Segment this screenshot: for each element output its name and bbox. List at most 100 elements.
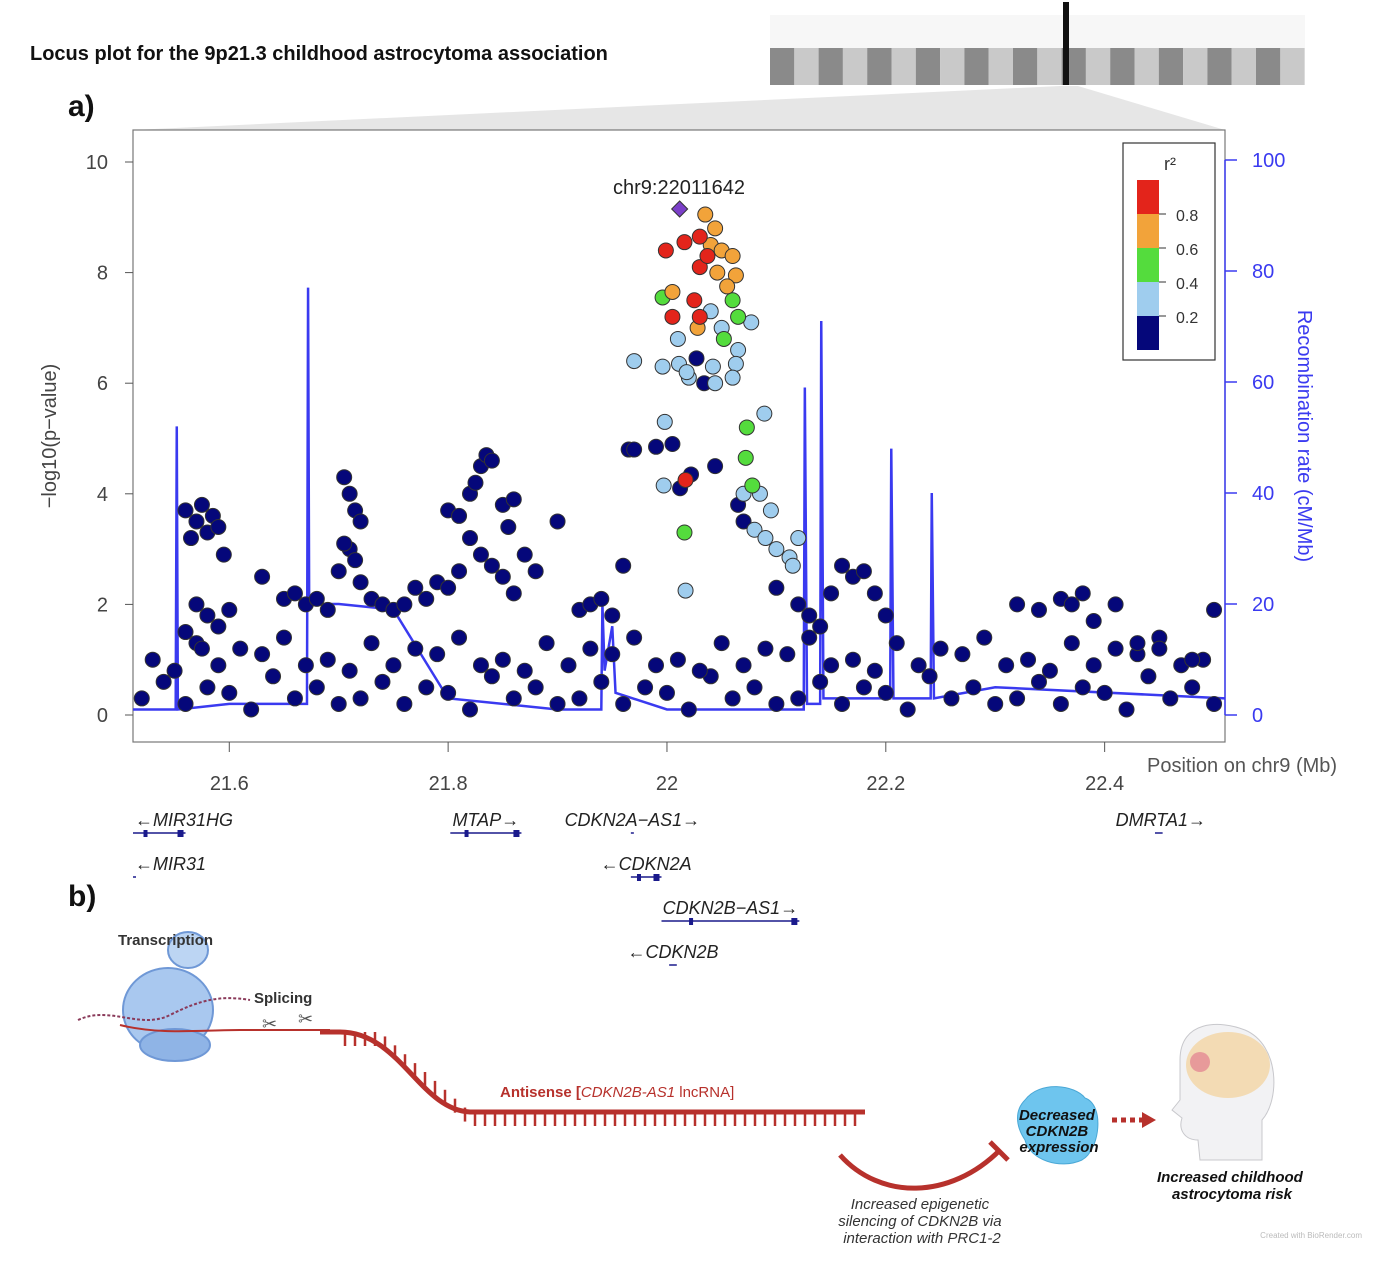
data-point-r2_0.4_0.6: [738, 419, 755, 436]
data-point-r2_0.0_0.2: [385, 657, 402, 674]
data-point-r2_0.0_0.2: [593, 590, 610, 607]
data-point-r2_0.0_0.2: [648, 438, 665, 455]
data-point-r2_0.0_0.2: [352, 513, 369, 530]
data-point-r2_0.0_0.2: [735, 513, 752, 530]
y-tick-label: 2: [97, 594, 108, 616]
data-point-r2_0.0_0.2: [1129, 635, 1146, 652]
gene-exon: [689, 918, 694, 925]
chromosome-band: [1013, 48, 1038, 85]
protein-icon: [1017, 1086, 1099, 1165]
data-point-r2_0.0_0.2: [680, 701, 697, 718]
legend-label: 0.8: [1176, 208, 1198, 225]
dna-strand: [77, 997, 251, 1021]
legend-label: 0.4: [1176, 276, 1198, 293]
legend-label: 0.2: [1176, 310, 1198, 327]
data-point-r2_0.0_0.2: [505, 585, 522, 602]
arrow-head: [1142, 1112, 1156, 1128]
data-point-r2_0.0_0.2: [855, 679, 872, 696]
data-point-r2_0.0_0.2: [965, 679, 982, 696]
data-point-r2_0.0_0.2: [866, 585, 883, 602]
antisense-label: Antisense [CDKN2B-AS1 lncRNA]: [500, 1084, 734, 1101]
legend-swatch-0.6-0.8: [1137, 214, 1159, 248]
data-point-r2_0.2_0.4: [756, 405, 773, 422]
data-point-r2_0.0_0.2: [1206, 601, 1223, 618]
data-point-r2_0.0_0.2: [954, 646, 971, 663]
lead-snp-marker: [670, 200, 689, 218]
inhibition-bar: [988, 1140, 1010, 1162]
antisense-lncrna: [320, 1029, 865, 1115]
chromosome-band: [867, 48, 892, 85]
data-point-r2_0.0_0.2: [560, 657, 577, 674]
chromosome-band: [842, 48, 868, 85]
data-point-r2_0.0_0.2: [1009, 596, 1026, 613]
y-tick-label: 0: [97, 705, 108, 727]
data-point-r2_0.8_1.0: [686, 292, 703, 309]
data-point-r2_0.0_0.2: [352, 690, 369, 707]
data-point-r2_0.0_0.2: [691, 662, 708, 679]
data-point-r2_0.2_0.4: [762, 502, 779, 519]
data-point-r2_0.0_0.2: [265, 668, 282, 685]
data-point-r2_0.0_0.2: [347, 552, 364, 569]
data-point-r2_0.0_0.2: [275, 629, 292, 646]
data-point-r2_0.0_0.2: [407, 640, 424, 657]
y-tick-right-label: 100: [1252, 150, 1285, 172]
scissors-icon: ✂: [262, 1014, 277, 1034]
data-point-r2_0.0_0.2: [768, 695, 785, 712]
data-point-r2_0.2_0.4: [727, 355, 744, 372]
gene-label-CDKN2A−AS1: CDKN2A−AS1→: [565, 810, 701, 830]
data-point-r2_0.8_1.0: [691, 308, 708, 325]
data-point-r2_0.0_0.2: [757, 640, 774, 657]
data-point-r2_0.0_0.2: [341, 485, 358, 502]
data-point-r2_0.8_1.0: [677, 471, 694, 488]
data-point-r2_0.2_0.4: [707, 375, 724, 392]
data-point-r2_0.0_0.2: [374, 673, 391, 690]
gene-exon: [177, 830, 184, 837]
data-point-r2_0.2_0.4: [678, 364, 695, 381]
data-point-r2_0.4_0.6: [724, 292, 741, 309]
data-point-r2_0.2_0.4: [768, 541, 785, 558]
data-point-r2_0.4_0.6: [744, 477, 761, 494]
data-point-r2_0.0_0.2: [330, 563, 347, 580]
data-point-r2_0.0_0.2: [910, 657, 927, 674]
data-point-r2_0.0_0.2: [133, 690, 150, 707]
data-point-r2_0.0_0.2: [440, 684, 457, 701]
figure-title: Locus plot for the 9p21.3 childhood astr…: [30, 43, 608, 65]
chromosome-band: [794, 48, 819, 85]
data-point-r2_0.0_0.2: [724, 690, 741, 707]
data-point-r2_0.0_0.2: [462, 530, 479, 547]
data-point-r2_0.6_0.8: [709, 264, 726, 281]
data-point-r2_0.0_0.2: [177, 695, 194, 712]
panel-a-label: a): [68, 90, 95, 123]
data-point-r2_0.0_0.2: [188, 596, 205, 613]
gene-exon: [464, 830, 469, 837]
data-point-r2_0.0_0.2: [1085, 612, 1102, 629]
gene-label-DMRTA1: DMRTA1→: [1116, 810, 1206, 830]
chromosome-band: [1231, 48, 1256, 85]
data-point-r2_0.0_0.2: [866, 662, 883, 679]
data-point-r2_0.0_0.2: [483, 668, 500, 685]
y-tick-label: 6: [97, 373, 108, 395]
silencing-text: Increased epigenetic silencing of CDKN2B…: [838, 1196, 1006, 1247]
data-point-r2_0.2_0.4: [704, 358, 721, 375]
gene-exon: [653, 874, 660, 881]
y-tick-label: 4: [97, 484, 108, 506]
chromosome-band: [1134, 48, 1159, 85]
data-point-r2_0.8_1.0: [691, 259, 708, 276]
data-point-r2_0.0_0.2: [210, 518, 227, 535]
data-point-r2_0.0_0.2: [286, 585, 303, 602]
gene-label-CDKN2B: ←CDKN2B: [627, 942, 718, 962]
chromosome-band: [1110, 48, 1135, 85]
y-tick-right-label: 60: [1252, 372, 1274, 394]
lncrna-bases: [343, 1032, 857, 1126]
data-point-r2_0.0_0.2: [352, 574, 369, 591]
data-point-r2_0.2_0.4: [655, 477, 672, 494]
data-point-r2_0.0_0.2: [1063, 635, 1080, 652]
chromosome-band: [1085, 48, 1111, 85]
data-point-r2_0.0_0.2: [221, 684, 238, 701]
data-point-r2_0.0_0.2: [308, 679, 325, 696]
data-point-r2_0.0_0.2: [1030, 673, 1047, 690]
data-point-r2_0.0_0.2: [221, 601, 238, 618]
data-point-r2_0.0_0.2: [593, 673, 610, 690]
data-point-r2_0.0_0.2: [1118, 701, 1135, 718]
